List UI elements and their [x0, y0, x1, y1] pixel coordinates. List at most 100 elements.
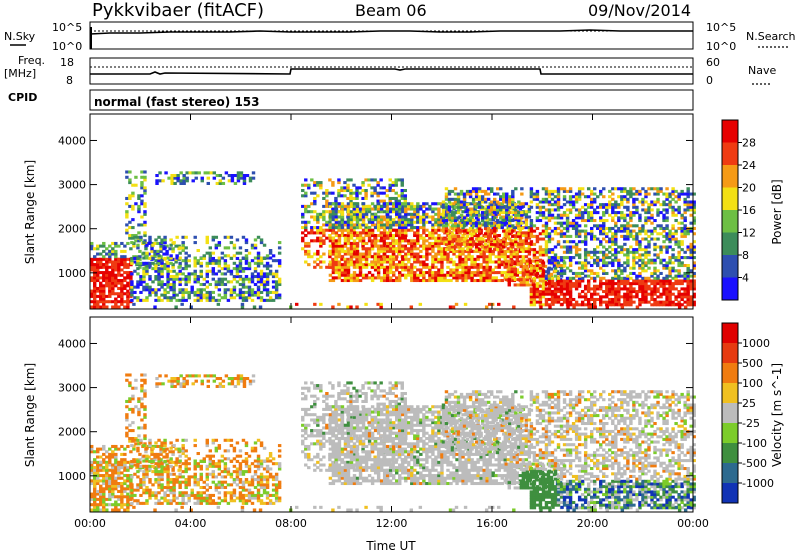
power-cell [689, 208, 693, 212]
power-cell [518, 236, 523, 240]
power-cell [506, 255, 510, 259]
power-cell [391, 189, 395, 193]
power-cell [686, 290, 690, 294]
power-cell [407, 241, 411, 245]
power-cell [373, 236, 378, 240]
power-cell [187, 280, 191, 284]
power-cell [528, 275, 533, 279]
power-cell [493, 205, 497, 209]
power-cell [160, 269, 164, 273]
power-cell [163, 241, 167, 245]
power-cell [599, 250, 603, 254]
power-cell [497, 252, 501, 256]
power-cell [379, 305, 383, 309]
power-cell [617, 264, 621, 268]
power-cell [447, 237, 452, 241]
power-cell [211, 298, 216, 302]
velocity-cell [90, 479, 94, 483]
power-cell [370, 212, 374, 216]
power-cell [155, 181, 159, 185]
power-cell [462, 229, 467, 233]
power-cell [647, 219, 651, 223]
power-cell [541, 264, 546, 268]
power-cell [453, 197, 458, 201]
power-cell [176, 174, 180, 178]
power-cell [620, 189, 624, 193]
power-cell [544, 226, 549, 230]
power-cell [547, 290, 552, 294]
power-cell [502, 240, 506, 244]
power-cell [395, 247, 399, 251]
power-cell [322, 210, 326, 214]
power-cell [379, 226, 384, 230]
power-cell [410, 241, 414, 245]
power-cell [617, 211, 621, 215]
power-cell [367, 210, 372, 214]
power-cell [464, 265, 468, 269]
power-cell [160, 298, 164, 302]
power-cell [574, 248, 579, 252]
power-cell [134, 202, 138, 206]
power-cell [241, 293, 246, 297]
power-cell [614, 256, 618, 260]
power-cell [328, 202, 333, 206]
power-cell [617, 205, 621, 209]
power-cell [181, 272, 185, 276]
power-cell [337, 302, 341, 306]
power-cell [593, 305, 597, 309]
power-cell [166, 290, 170, 294]
power-cell [641, 266, 645, 270]
power-cell [392, 249, 396, 253]
power-cell [586, 187, 591, 191]
power-cell [589, 213, 594, 217]
power-cell [535, 284, 540, 288]
power-cell [452, 207, 456, 211]
power-cell [428, 244, 432, 248]
power-cell [166, 298, 170, 302]
power-cell [473, 265, 477, 269]
power-cell [568, 284, 573, 288]
power-cell [454, 302, 459, 306]
power-cell [328, 220, 332, 224]
power-cell [247, 267, 252, 271]
power-cell [242, 174, 247, 178]
power-cell [117, 305, 121, 309]
power-cell [410, 223, 414, 227]
power-cell [218, 181, 223, 185]
range-tick-label: 2000 [58, 223, 86, 236]
power-cell [544, 242, 549, 246]
power-cell [589, 229, 594, 233]
power-cell [99, 300, 103, 304]
power-cell [477, 203, 482, 207]
power-cell [410, 226, 414, 230]
velocity-cell [90, 460, 94, 464]
power-cell [593, 276, 597, 280]
power-cell [120, 284, 124, 288]
power-cell [157, 288, 161, 292]
power-cell [623, 242, 627, 246]
power-cell [504, 275, 508, 279]
power-cell [108, 260, 112, 264]
power-cell [580, 261, 585, 265]
power-cell [527, 236, 532, 240]
power-cell [596, 256, 600, 260]
power-cell [458, 263, 462, 267]
power-cell [153, 252, 157, 256]
power-cell [668, 237, 672, 241]
power-cell [90, 244, 94, 248]
power-cell [488, 260, 492, 264]
power-cell [577, 274, 582, 278]
power-cell [334, 255, 339, 259]
power-cell [514, 213, 518, 217]
power-cell [428, 247, 432, 251]
power-cell [160, 285, 164, 289]
power-cell [229, 280, 234, 284]
power-cell [169, 243, 173, 247]
power-cell [136, 280, 140, 284]
power-cell [217, 259, 222, 263]
power-cell [355, 202, 360, 206]
power-cell [93, 300, 97, 304]
power-cell [677, 226, 681, 230]
power-cell [458, 252, 462, 256]
power-cell [93, 284, 97, 288]
